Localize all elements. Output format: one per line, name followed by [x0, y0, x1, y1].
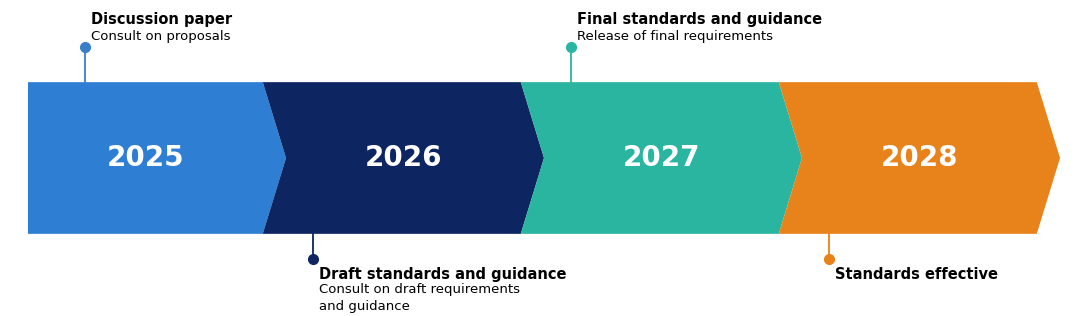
Text: Release of final requirements: Release of final requirements: [578, 30, 773, 43]
Text: 2028: 2028: [880, 144, 958, 172]
Text: Standards effective: Standards effective: [836, 267, 998, 282]
Text: Consult on proposals: Consult on proposals: [91, 30, 230, 43]
Text: Final standards and guidance: Final standards and guidance: [578, 12, 823, 27]
Polygon shape: [520, 82, 802, 234]
Text: 2025: 2025: [106, 144, 184, 172]
Polygon shape: [28, 82, 286, 234]
Text: Discussion paper: Discussion paper: [91, 12, 232, 27]
Text: Draft standards and guidance: Draft standards and guidance: [320, 267, 567, 282]
Polygon shape: [262, 82, 544, 234]
Text: Consult on draft requirements
and guidance: Consult on draft requirements and guidan…: [320, 283, 520, 313]
Text: 2027: 2027: [622, 144, 700, 172]
Text: 2026: 2026: [364, 144, 442, 172]
Polygon shape: [778, 82, 1060, 234]
